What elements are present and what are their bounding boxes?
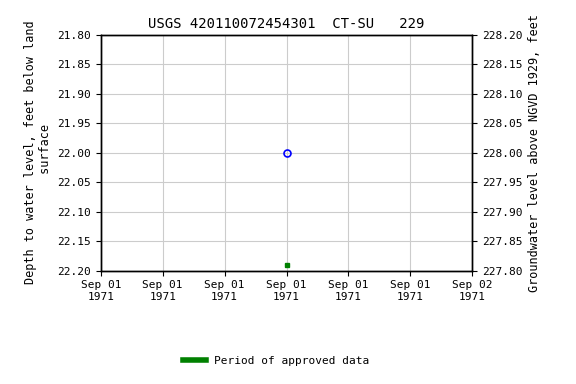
Y-axis label: Depth to water level, feet below land
 surface: Depth to water level, feet below land su… xyxy=(24,21,52,285)
Y-axis label: Groundwater level above NGVD 1929, feet: Groundwater level above NGVD 1929, feet xyxy=(528,14,541,291)
Title: USGS 420110072454301  CT-SU   229: USGS 420110072454301 CT-SU 229 xyxy=(149,17,425,31)
Legend: Period of approved data: Period of approved data xyxy=(179,352,374,371)
